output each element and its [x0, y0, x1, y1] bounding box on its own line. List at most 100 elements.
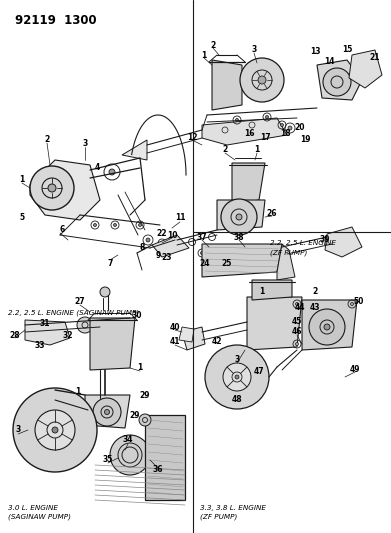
Text: 3.3, 3.8 L. ENGINE: 3.3, 3.8 L. ENGINE	[200, 505, 266, 511]
Polygon shape	[152, 235, 189, 257]
Circle shape	[93, 398, 121, 426]
Text: 44: 44	[295, 303, 305, 311]
Text: 1: 1	[20, 175, 25, 184]
Polygon shape	[325, 227, 362, 257]
Text: 38: 38	[234, 232, 244, 241]
Text: 1: 1	[201, 51, 206, 60]
Text: 18: 18	[280, 128, 290, 138]
Circle shape	[223, 363, 251, 391]
Text: 25: 25	[222, 259, 232, 268]
Circle shape	[205, 345, 269, 409]
Text: 35: 35	[103, 456, 113, 464]
Circle shape	[288, 126, 292, 130]
Circle shape	[35, 410, 75, 450]
Circle shape	[296, 343, 298, 345]
Text: 29: 29	[140, 391, 150, 400]
Text: 3: 3	[234, 356, 240, 365]
Polygon shape	[277, 244, 295, 280]
Circle shape	[221, 199, 257, 235]
Text: 37: 37	[197, 232, 207, 241]
Text: (SAGINAW PUMP): (SAGINAW PUMP)	[8, 514, 71, 521]
Polygon shape	[202, 118, 287, 145]
Text: 2.2, 2.5 L. ENGINE (SAGINAW PUMP): 2.2, 2.5 L. ENGINE (SAGINAW PUMP)	[8, 310, 139, 317]
Circle shape	[52, 427, 58, 433]
Circle shape	[201, 252, 203, 254]
Polygon shape	[202, 244, 282, 277]
Circle shape	[113, 223, 117, 227]
Text: 13: 13	[310, 47, 320, 56]
Text: 14: 14	[324, 58, 334, 67]
Circle shape	[77, 317, 93, 333]
Text: 39: 39	[320, 236, 330, 245]
Text: 47: 47	[254, 367, 264, 376]
Text: 2: 2	[312, 287, 317, 296]
Polygon shape	[247, 297, 302, 350]
Text: 2: 2	[210, 41, 215, 50]
Circle shape	[265, 116, 269, 118]
Text: 33: 33	[35, 341, 45, 350]
Text: 22: 22	[157, 229, 167, 238]
Text: 20: 20	[295, 124, 305, 133]
Text: 29: 29	[130, 410, 140, 419]
Circle shape	[280, 124, 283, 126]
Text: 1: 1	[137, 364, 143, 373]
Text: 2: 2	[44, 135, 50, 144]
Circle shape	[296, 303, 298, 305]
Text: 7: 7	[107, 259, 113, 268]
Text: 8: 8	[139, 243, 145, 252]
Polygon shape	[30, 160, 100, 220]
Circle shape	[93, 223, 97, 227]
Text: 11: 11	[175, 214, 185, 222]
Text: 16: 16	[244, 128, 254, 138]
Text: 92119  1300: 92119 1300	[15, 14, 97, 27]
Text: 1: 1	[255, 146, 260, 155]
Polygon shape	[85, 395, 130, 428]
Polygon shape	[349, 50, 382, 88]
Polygon shape	[217, 200, 265, 230]
Circle shape	[48, 184, 56, 192]
Circle shape	[109, 169, 115, 175]
Text: 49: 49	[350, 366, 360, 375]
Text: 9: 9	[155, 251, 161, 260]
Polygon shape	[182, 327, 205, 350]
Text: 23: 23	[162, 253, 172, 262]
Polygon shape	[122, 140, 147, 160]
Polygon shape	[179, 327, 194, 342]
Circle shape	[235, 118, 239, 122]
Text: 5: 5	[20, 214, 25, 222]
Circle shape	[138, 223, 142, 227]
Polygon shape	[25, 320, 70, 345]
Text: 1: 1	[259, 287, 265, 296]
Circle shape	[30, 166, 74, 210]
Text: 3: 3	[251, 45, 256, 54]
Text: 10: 10	[167, 230, 177, 239]
Circle shape	[139, 414, 151, 426]
Text: 6: 6	[59, 225, 65, 235]
Polygon shape	[252, 280, 292, 300]
Circle shape	[323, 68, 351, 96]
Text: 27: 27	[75, 297, 85, 306]
Circle shape	[309, 309, 345, 345]
Text: 15: 15	[342, 45, 352, 54]
Text: 3: 3	[83, 139, 88, 148]
Text: 28: 28	[10, 330, 20, 340]
Circle shape	[240, 58, 284, 102]
Text: 40: 40	[170, 322, 180, 332]
Text: 26: 26	[267, 208, 277, 217]
Text: 45: 45	[292, 318, 302, 327]
Text: 19: 19	[300, 135, 310, 144]
Circle shape	[258, 76, 266, 84]
Polygon shape	[317, 60, 362, 100]
Polygon shape	[145, 415, 185, 500]
Text: 17: 17	[260, 133, 270, 141]
Circle shape	[350, 303, 353, 305]
Text: 36: 36	[153, 465, 163, 474]
Text: 2.2, 2.5 L. ENGINE: 2.2, 2.5 L. ENGINE	[270, 240, 336, 246]
Text: 4: 4	[94, 164, 100, 173]
Circle shape	[100, 287, 110, 297]
Circle shape	[104, 409, 109, 415]
Polygon shape	[232, 163, 265, 205]
Text: 32: 32	[63, 330, 73, 340]
Text: 31: 31	[40, 319, 50, 327]
Circle shape	[235, 375, 239, 379]
